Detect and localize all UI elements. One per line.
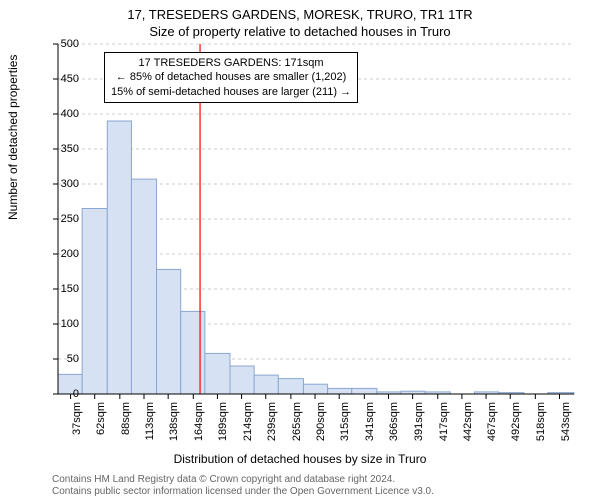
y-tick-label: 500	[61, 38, 79, 50]
annotation-line1: 17 TRESEDERS GARDENS: 171sqm	[111, 56, 351, 70]
chart-title-line1: 17, TRESEDERS GARDENS, MORESK, TRURO, TR…	[0, 7, 600, 22]
y-tick-label: 350	[61, 143, 79, 155]
x-tick-label: 315sqm	[339, 402, 351, 452]
chart-container: 17, TRESEDERS GARDENS, MORESK, TRURO, TR…	[0, 0, 600, 500]
x-tick-label: 62sqm	[95, 402, 107, 452]
x-tick-label: 492sqm	[510, 402, 522, 452]
x-tick-label: 88sqm	[120, 402, 132, 452]
x-tick-label: 341sqm	[364, 402, 376, 452]
x-tick-label: 265sqm	[291, 402, 303, 452]
footer-line2: Contains public sector information licen…	[52, 486, 434, 497]
chart-title-line2: Size of property relative to detached ho…	[0, 24, 600, 39]
x-tick-label: 391sqm	[413, 402, 425, 452]
x-tick-label: 37sqm	[71, 402, 83, 452]
x-tick-label: 366sqm	[388, 402, 400, 452]
x-tick-label: 442sqm	[462, 402, 474, 452]
annotation-line2: ← 85% of detached houses are smaller (1,…	[111, 70, 351, 84]
annotation-box: 17 TRESEDERS GARDENS: 171sqm ← 85% of de…	[104, 52, 358, 103]
y-tick-label: 400	[61, 108, 79, 120]
x-tick-label: 290sqm	[315, 402, 327, 452]
y-tick-label: 150	[61, 283, 79, 295]
x-tick-label: 138sqm	[168, 402, 180, 452]
x-tick-label: 239sqm	[266, 402, 278, 452]
y-tick-label: 300	[61, 178, 79, 190]
y-tick-label: 250	[61, 213, 79, 225]
y-axis-label: Number of detached properties	[6, 55, 20, 220]
y-tick-label: 200	[61, 248, 79, 260]
x-axis-label: Distribution of detached houses by size …	[0, 452, 600, 466]
footer-line1: Contains HM Land Registry data © Crown c…	[52, 474, 395, 485]
y-tick-label: 0	[73, 388, 79, 400]
y-tick-label: 450	[61, 73, 79, 85]
annotation-line3: 15% of semi-detached houses are larger (…	[111, 85, 351, 99]
x-tick-label: 189sqm	[217, 402, 229, 452]
y-tick-label: 100	[61, 318, 79, 330]
x-tick-label: 543sqm	[560, 402, 572, 452]
x-tick-label: 417sqm	[438, 402, 450, 452]
x-tick-label: 467sqm	[486, 402, 498, 452]
x-tick-label: 214sqm	[242, 402, 254, 452]
x-tick-label: 164sqm	[193, 402, 205, 452]
x-tick-label: 113sqm	[144, 402, 156, 452]
y-tick-label: 50	[67, 353, 79, 365]
x-tick-label: 518sqm	[535, 402, 547, 452]
